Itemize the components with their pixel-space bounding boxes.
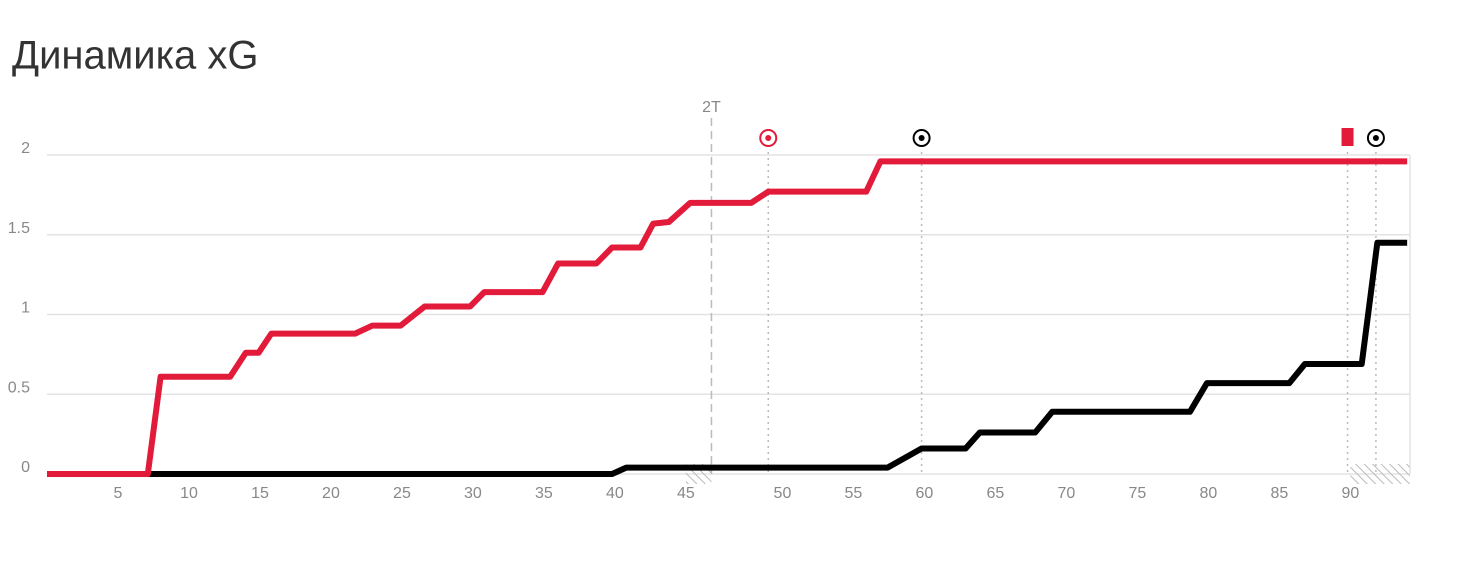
xg-line <box>47 158 1408 477</box>
x-tick-label: 40 <box>606 485 624 502</box>
xg-line <box>47 239 1408 477</box>
x-tick-label: 20 <box>322 485 340 502</box>
goal-icon-center <box>918 135 925 141</box>
y-tick-label: 2 <box>21 140 30 157</box>
added-time <box>1350 464 1410 484</box>
y-tick-label: 1 <box>21 300 30 317</box>
y-tick-label: 0.5 <box>8 379 30 396</box>
x-tick-label: 55 <box>845 485 863 502</box>
halftime-label: 2T <box>702 99 721 116</box>
x-tick-label: 65 <box>987 485 1005 502</box>
goal-icon-center <box>765 135 772 141</box>
x-tick-label: 45 <box>677 485 695 502</box>
x-tick-label: 25 <box>393 485 411 502</box>
goal-icon-center <box>1372 135 1379 141</box>
x-tick-label: 50 <box>774 485 792 502</box>
x-tick-label: 35 <box>535 485 553 502</box>
x-tick-label: 80 <box>1199 485 1217 502</box>
y-tick-label: 0 <box>21 459 30 476</box>
x-tick-label: 90 <box>1341 485 1359 502</box>
x-tick-label: 30 <box>464 485 482 502</box>
x-tick-label: 60 <box>916 485 934 502</box>
x-tick-label: 75 <box>1129 485 1147 502</box>
chart-title: Динамика xG <box>12 34 258 78</box>
x-tick-label: 10 <box>180 485 198 502</box>
x-tick-label: 5 <box>114 485 123 502</box>
x-tick-label: 70 <box>1058 485 1076 502</box>
red-card <box>1341 128 1354 146</box>
y-tick-label: 1.5 <box>8 220 30 237</box>
x-tick-label: 85 <box>1270 485 1288 502</box>
x-tick-label: 15 <box>251 485 269 502</box>
